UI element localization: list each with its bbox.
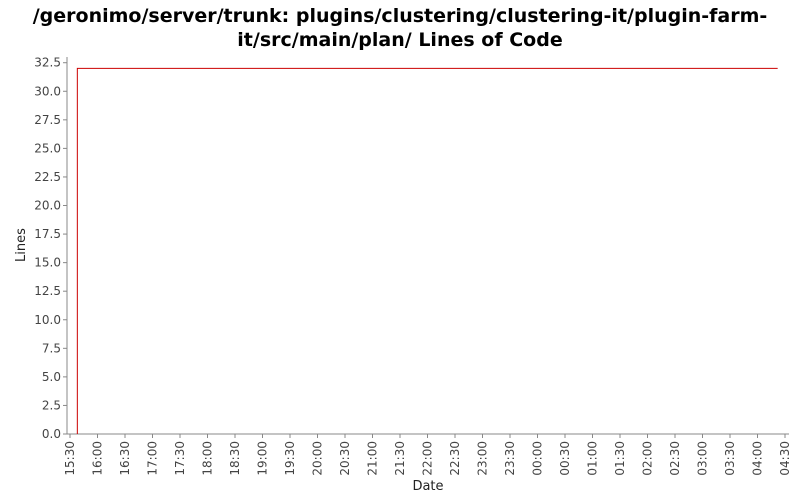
y-axis-label: Lines <box>14 228 29 262</box>
x-tick-label: 17:00 <box>146 441 160 476</box>
x-tick-label: 20:30 <box>338 441 352 476</box>
x-tick-label: 04:30 <box>778 441 792 476</box>
x-tick-label: 04:00 <box>751 441 765 476</box>
y-tick-label: 25.0 <box>34 141 61 155</box>
y-tick-label: 0.0 <box>42 427 61 441</box>
y-tick-label: 32.5 <box>34 56 61 70</box>
x-tick-label: 23:00 <box>476 441 490 476</box>
plot-area <box>66 57 789 435</box>
x-tick-label: 02:00 <box>641 441 655 476</box>
x-tick-label: 03:00 <box>696 441 710 476</box>
chart-title-line-1: /geronimo/server/trunk: plugins/clusteri… <box>32 5 768 27</box>
x-axis-ticks: 15:30 16:00 16:30 17:00 17:30 18:00 18:30 19:00… <box>63 434 792 476</box>
x-tick-label: 22:00 <box>421 441 435 476</box>
x-tick-label: 16:30 <box>118 441 132 476</box>
y-tick-label: 5.0 <box>42 370 61 384</box>
x-tick-label: 03:30 <box>723 441 737 476</box>
x-tick-label: 21:30 <box>393 441 407 476</box>
y-tick-label: 15.0 <box>34 256 61 270</box>
chart-title: /geronimo/server/trunk: plugins/clusteri… <box>0 4 800 52</box>
x-tick-label: 01:00 <box>586 441 600 476</box>
series-layer <box>76 67 778 434</box>
series-line-0 <box>76 67 778 434</box>
y-tick-label: 2.5 <box>42 398 61 412</box>
y-tick-label: 7.5 <box>42 341 61 355</box>
x-tick-label: 21:00 <box>366 441 380 476</box>
x-tick-label: 18:30 <box>228 441 242 476</box>
x-tick-label: 18:00 <box>201 441 215 476</box>
x-tick-label: 16:00 <box>91 441 105 476</box>
x-tick-label: 15:30 <box>63 441 77 476</box>
x-tick-label: 00:30 <box>558 441 572 476</box>
x-tick-label: 19:30 <box>283 441 297 476</box>
x-tick-label: 20:00 <box>311 441 325 476</box>
y-tick-label: 20.0 <box>34 199 61 213</box>
x-tick-label: 19:00 <box>256 441 270 476</box>
x-tick-label: 17:30 <box>173 441 187 476</box>
x-tick-label: 23:30 <box>503 441 517 476</box>
y-tick-label: 27.5 <box>34 113 61 127</box>
chart-title-line-2: it/src/main/plan/ Lines of Code <box>237 29 563 51</box>
y-axis-ticks: 0.0 2.5 5.0 7.5 10.0 12.5 15.0 17.5 20.0 22.5 25.0… <box>34 56 67 441</box>
x-tick-label: 00:00 <box>531 441 545 476</box>
plot-background <box>67 57 789 434</box>
y-tick-label: 10.0 <box>34 313 61 327</box>
x-tick-label: 22:30 <box>448 441 462 476</box>
x-tick-label: 02:30 <box>668 441 682 476</box>
x-tick-label: 01:30 <box>613 441 627 476</box>
y-tick-label: 30.0 <box>34 84 61 98</box>
x-axis-label: Date <box>412 479 443 494</box>
y-tick-label: 12.5 <box>34 284 61 298</box>
y-tick-label: 22.5 <box>34 170 61 184</box>
y-tick-label: 17.5 <box>34 227 61 241</box>
